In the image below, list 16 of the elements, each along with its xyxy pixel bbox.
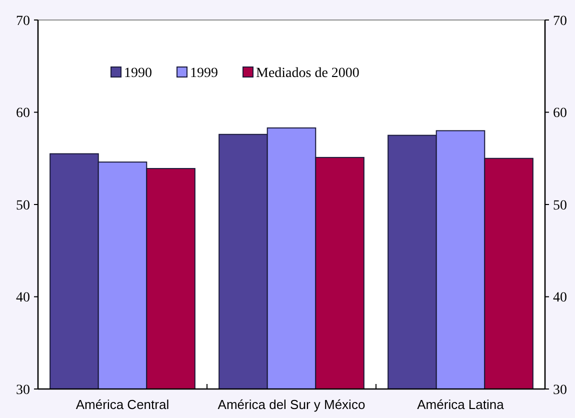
y-tick-label: 70 bbox=[16, 14, 30, 29]
y-tick-label: 30 bbox=[16, 382, 30, 398]
y2-tick-label: 70 bbox=[553, 14, 567, 29]
y2-tick-label: 40 bbox=[553, 290, 567, 306]
y-tick-label: 60 bbox=[16, 106, 30, 122]
legend-label: 1999 bbox=[190, 66, 218, 81]
y2-tick-label: 50 bbox=[553, 198, 567, 214]
legend-label: 1990 bbox=[124, 66, 152, 81]
legend-label: Mediados de 2000 bbox=[256, 66, 360, 81]
x-tick-label: América Central bbox=[76, 397, 170, 412]
x-tick-label: América del Sur y México bbox=[218, 397, 366, 412]
x-tick-label: América Latina bbox=[417, 397, 505, 412]
y-tick-label: 40 bbox=[16, 290, 30, 306]
y-tick-label: 50 bbox=[16, 198, 30, 214]
y2-tick-label: 60 bbox=[553, 106, 567, 122]
y2-tick-label: 30 bbox=[553, 382, 567, 398]
